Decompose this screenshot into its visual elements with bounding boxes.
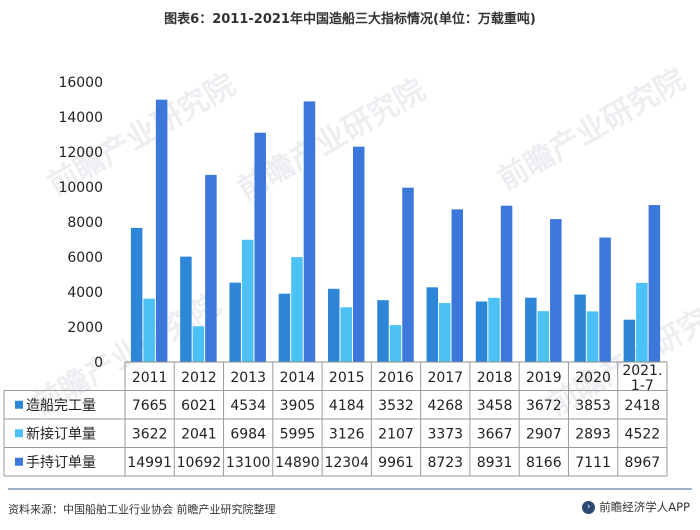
bar-2 <box>586 311 599 362</box>
data-label: 4268 <box>427 398 463 414</box>
bar-2 <box>241 239 254 362</box>
bar-2 <box>143 298 155 362</box>
data-label: 12304 <box>324 455 369 471</box>
bar-1 <box>327 288 340 362</box>
x-tick-label: 2013 <box>230 370 266 386</box>
data-label: 2418 <box>625 398 661 414</box>
brand-label: › 前瞻经济学人APP <box>582 499 690 515</box>
bar-2 <box>389 325 402 362</box>
x-tick-label: 2016 <box>378 370 414 386</box>
data-label: 4184 <box>329 398 365 414</box>
bar-1 <box>623 319 636 362</box>
bar-1 <box>475 301 488 362</box>
data-label: 2107 <box>378 426 414 442</box>
data-label: 14890 <box>275 455 320 471</box>
bar-3 <box>500 205 513 362</box>
bar-2 <box>291 257 303 362</box>
bar-3 <box>254 132 266 362</box>
data-label: 8166 <box>526 455 562 471</box>
data-label: 3126 <box>329 426 365 442</box>
x-tick-label: 2014 <box>280 370 316 386</box>
data-label: 3373 <box>427 426 463 442</box>
brand-logo-icon: › <box>582 500 596 514</box>
data-label: 2041 <box>181 426 217 442</box>
data-label: 4522 <box>625 426 661 442</box>
y-tick-label: 2000 <box>67 320 103 336</box>
data-label: 10692 <box>177 455 222 471</box>
brand-text: 前瞻经济学人APP <box>599 500 690 514</box>
bar-3 <box>451 209 464 362</box>
bar-2 <box>636 282 648 362</box>
data-label: 3672 <box>526 398 562 414</box>
data-label: 3458 <box>477 398 513 414</box>
data-label: 4534 <box>230 398 266 414</box>
y-tick-label: 6000 <box>67 250 103 266</box>
x-tick-label: 2018 <box>477 370 513 386</box>
bar-2 <box>192 326 205 362</box>
data-label: 6021 <box>181 398 217 414</box>
data-label: 7111 <box>575 455 611 471</box>
data-label: 3667 <box>477 426 513 442</box>
bar-3 <box>303 101 316 363</box>
bar-2 <box>340 307 352 362</box>
data-label: 8723 <box>427 455 463 471</box>
footer-divider <box>8 488 692 490</box>
data-label: 3532 <box>378 398 414 414</box>
y-tick-label: 4000 <box>67 285 103 301</box>
legend-label: 手持订单量 <box>26 455 96 471</box>
data-label: 8967 <box>625 455 661 471</box>
bar-3 <box>648 205 661 362</box>
y-tick-label: 10000 <box>58 180 103 196</box>
data-label: 6984 <box>230 426 266 442</box>
source-note: 资料来源：中国船舶工业行业协会 前瞻产业研究院整理 <box>8 503 276 516</box>
y-tick-label: 8000 <box>67 215 103 231</box>
legend-swatch-2 <box>15 429 23 438</box>
data-label: 2893 <box>575 426 611 442</box>
data-label: 13100 <box>226 455 271 471</box>
data-label: 8931 <box>477 455 513 471</box>
bar-2 <box>439 302 451 362</box>
data-label: 3622 <box>132 426 168 442</box>
legend-swatch-1 <box>15 400 23 409</box>
bar-1 <box>229 282 241 362</box>
y-tick-label: 14000 <box>58 110 103 126</box>
data-label: 14991 <box>127 455 172 471</box>
bar-1 <box>377 300 389 362</box>
bar-1 <box>426 287 439 362</box>
bar-1 <box>525 297 537 362</box>
chart-title: 图表6：2011-2021年中国造船三大指标情况(单位：万载重吨) <box>164 12 536 27</box>
bar-1 <box>130 227 143 362</box>
data-label: 2907 <box>526 426 562 442</box>
bar-1 <box>180 256 192 362</box>
data-label: 9961 <box>378 455 414 471</box>
bar-1 <box>574 294 586 362</box>
x-tick-label: 2017 <box>427 370 463 386</box>
data-label: 3853 <box>575 398 611 414</box>
bar-3 <box>402 187 414 362</box>
data-label: 3905 <box>280 398 316 414</box>
legend-label: 造船完工量 <box>26 398 96 414</box>
bar-3 <box>550 219 562 362</box>
bar-1 <box>278 293 291 362</box>
x-tick-label: 2011 <box>132 370 168 386</box>
bar-3 <box>205 174 217 362</box>
x-tick-label: 2019 <box>526 370 562 386</box>
y-tick-label: 12000 <box>58 145 103 161</box>
x-tick-label: 2015 <box>329 370 365 386</box>
legend-swatch-3 <box>15 457 23 466</box>
bar-3 <box>155 99 168 362</box>
y-tick-label: 16000 <box>58 75 103 91</box>
x-tick-label: 2021. 1-7 <box>622 363 662 394</box>
bar-2 <box>488 297 500 362</box>
bar-3 <box>599 237 611 362</box>
y-tick-label: 0 <box>94 355 103 371</box>
x-tick-label: 2012 <box>181 370 217 386</box>
legend-label: 新接订单量 <box>26 425 96 442</box>
data-label: 5995 <box>280 426 316 442</box>
bar-3 <box>352 146 365 362</box>
data-label: 7665 <box>132 398 168 414</box>
bar-2 <box>537 311 550 362</box>
x-tick-label: 2020 <box>575 370 611 386</box>
